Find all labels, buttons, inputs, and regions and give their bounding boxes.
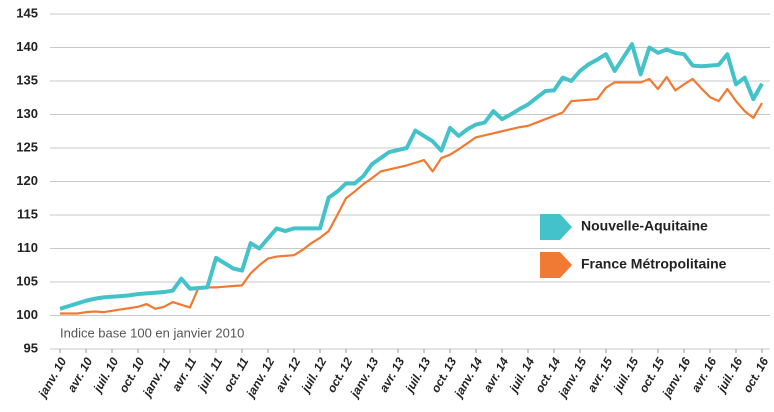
x-tick-label: oct. 16 — [740, 355, 771, 395]
x-tick-label: juil. 15 — [610, 355, 642, 396]
y-tick-label: 140 — [16, 39, 38, 54]
y-tick-label: 120 — [16, 173, 38, 188]
x-tick-label: juil. 14 — [506, 355, 538, 396]
legend-swatch — [540, 214, 572, 240]
legend-label: France Métropolitaine — [581, 256, 727, 272]
y-tick-label: 105 — [16, 273, 38, 288]
y-tick-label: 130 — [16, 106, 38, 121]
x-tick-label: juil. 10 — [90, 355, 122, 396]
legend-swatch — [540, 252, 572, 278]
y-tick-label: 145 — [16, 5, 38, 20]
y-tick-label: 135 — [16, 72, 38, 87]
x-tick-label: juil. 13 — [402, 355, 434, 396]
legend-label: Nouvelle-Aquitaine — [581, 218, 708, 234]
y-tick-label: 110 — [17, 240, 38, 255]
x-tick-label: janv. 10 — [35, 355, 70, 402]
y-tick-label: 125 — [16, 139, 38, 154]
y-tick-label: 95 — [24, 340, 38, 355]
series-line — [59, 42, 764, 311]
y-tick-label: 100 — [16, 307, 38, 322]
y-tick-label: 115 — [17, 206, 38, 221]
x-tick-label: juil. 12 — [298, 355, 330, 396]
series-line — [60, 75, 763, 315]
x-tick-label: avr. 11 — [169, 355, 200, 394]
x-tick-label: juil. 16 — [714, 355, 746, 396]
note: Indice base 100 en janvier 2010 — [60, 325, 244, 340]
x-tick-label: juil. 11 — [194, 355, 226, 396]
